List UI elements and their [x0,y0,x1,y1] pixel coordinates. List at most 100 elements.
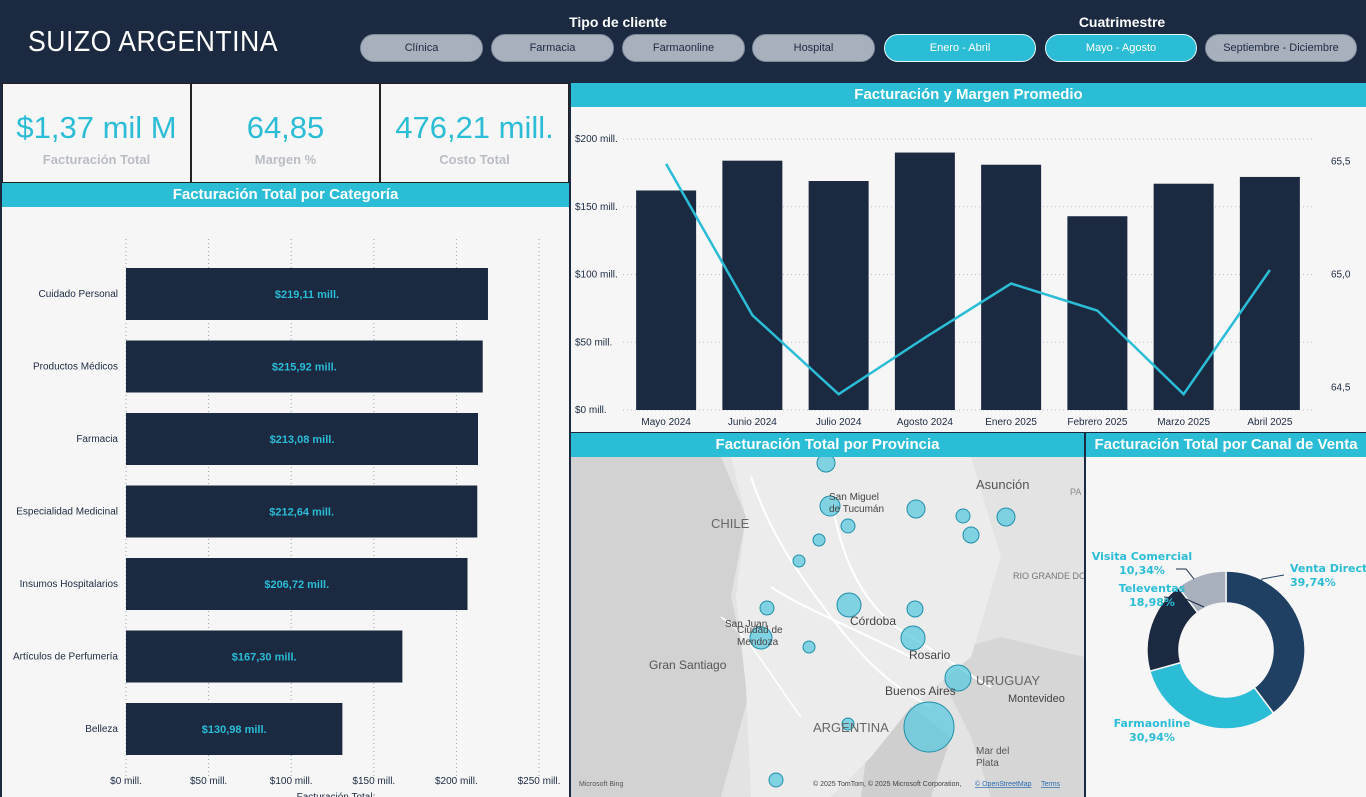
category-bar[interactable] [126,413,479,465]
province-bubble[interactable] [792,554,806,568]
province-bubble[interactable] [749,626,773,650]
map-panel: Facturación Total por Provincia Asunción… [571,433,1084,797]
facturacion-margen-chart[interactable]: $0 mill. $50 mill. $100 mill. $150 mill. $20… [571,107,1366,432]
map-label: URUGUAY [976,673,1040,688]
map-attribution: © 2025 TomTom, © 2025 Microsoft Corporat… [813,780,961,788]
slicer-septiembre-diciembre[interactable]: Septiembre - Diciembre [1205,34,1357,62]
map-label: Rosario [909,648,951,662]
kpi-label: Margen % [254,152,317,167]
province-bubble[interactable] [903,701,955,753]
osm-link[interactable]: © OpenStreetMap [975,780,1032,788]
y2-tick-label: 65,0 [1331,270,1351,281]
margen-line[interactable] [665,163,1271,397]
category-chart-panel: Facturación Total por Categoría $0 mill.… [2,183,569,797]
x-tick-label: $0 mill. [110,776,142,787]
province-bubble[interactable] [802,640,816,654]
province-bubble[interactable] [962,526,980,544]
x-tick-label: Febrero 2025 [1067,417,1127,428]
kpi-label: Costo Total [439,152,510,167]
slicer-title-cuatrimestre: Cuatrimestre [1078,14,1166,30]
x-tick-label: Agosto 2024 [897,417,954,428]
slicer-mayo-agosto[interactable]: Mayo - Agosto [1045,34,1197,62]
category-bar[interactable] [126,485,478,538]
bing-logo-label: Microsoft Bing [579,781,623,788]
category-bar-chart[interactable]: $0 mill. $50 mill. $100 mill. $150 mill. $20… [2,207,569,797]
category-label: Cuidado Personal [39,289,119,300]
map-label: Asunción [976,477,1029,492]
province-bubble[interactable] [840,518,856,534]
kpi-value: 64,85 [246,110,325,145]
category-bar[interactable] [126,268,488,320]
province-bubble[interactable] [841,717,855,731]
donut-slice[interactable] [1225,570,1306,715]
bar-value-label: $130,98 mill. [202,724,267,736]
leader-line [1163,596,1205,608]
donut-panel: Facturación Total por Canal de Venta Ven… [1086,433,1366,797]
facturacion-bar[interactable] [722,160,783,410]
province-bubble[interactable] [836,592,862,618]
map-label: CHILE [711,516,750,531]
category-label: Especialidad Medicinal [16,507,118,518]
province-bubble[interactable] [812,533,826,547]
slicer-clinica[interactable]: Clínica [360,34,483,62]
map-label: Buenos Aires [885,684,956,698]
province-bubble[interactable] [906,600,924,618]
donut-slice[interactable] [1177,570,1227,614]
category-bar[interactable] [126,340,483,393]
facturacion-bar[interactable] [1239,176,1300,410]
category-label: Insumos Hospitalarios [20,579,118,590]
province-bubble[interactable] [906,499,926,519]
donut-slice-name: Venta Directa [1290,562,1366,575]
bar-value-label: $206,72 mill. [264,579,329,591]
x-tick-label: $100 mill. [270,776,313,787]
province-bubble[interactable] [759,600,775,616]
terms-link[interactable]: Terms [1041,781,1061,788]
category-bar[interactable] [126,703,343,755]
category-label: Belleza [85,724,118,735]
donut-slice-name: Visita Comercial [1092,550,1192,563]
bar-value-label: $219,11 mill. [275,289,339,301]
map-title: Facturación Total por Provincia [571,433,1084,457]
province-bubble[interactable] [816,457,836,473]
category-label: Productos Médicos [33,362,118,373]
slicer-farmacia[interactable]: Farmacia [491,34,614,62]
y-tick-label: $200 mill. [575,134,618,145]
category-bar[interactable] [126,630,403,683]
facturacion-bar[interactable] [1067,216,1128,410]
facturacion-bar[interactable] [1153,183,1214,410]
donut-slice-pct: 39,74% [1290,576,1336,589]
province-bubble[interactable] [819,495,841,517]
y-tick-label: $0 mill. [575,405,607,416]
bar-value-label: $212,64 mill. [269,507,334,519]
x-tick-label: Abril 2025 [1247,417,1292,428]
category-bar[interactable] [126,558,468,610]
province-bubble[interactable] [955,508,971,524]
province-bubble[interactable] [900,625,926,651]
y2-tick-label: 64,5 [1331,382,1351,393]
facturacion-bar[interactable] [636,190,697,410]
y2-tick-label: 65,5 [1331,157,1351,168]
facturacion-bar[interactable] [894,152,955,411]
slicer-hospital[interactable]: Hospital [752,34,875,62]
slicer-farmaonline[interactable]: Farmaonline [622,34,745,62]
province-bubble[interactable] [996,507,1016,527]
province-bubble[interactable] [768,772,784,788]
donut-slice[interactable] [1148,661,1275,730]
leader-line [1253,574,1285,598]
donut-slice-name: Farmaonline [1114,717,1191,730]
map-label: Ciudad de [737,625,783,636]
map-label: de Tucumán [829,504,884,515]
map-label: Plata [976,758,999,769]
kpi-margen: 64,85 Margen % [191,83,380,183]
combo-chart-panel: Facturación y Margen Promedio $0 mill. $5… [571,83,1366,432]
facturacion-bar[interactable] [981,164,1042,410]
province-bubble[interactable] [944,664,972,692]
map-label: Córdoba [850,614,896,628]
category-label: Artículos de Perfumería [13,652,118,663]
facturacion-bar[interactable] [808,181,869,410]
bar-value-label: $213,08 mill. [270,434,335,446]
kpi-value: 476,21 mill. [395,110,554,145]
slicer-enero-abril[interactable]: Enero - Abril [884,34,1036,62]
